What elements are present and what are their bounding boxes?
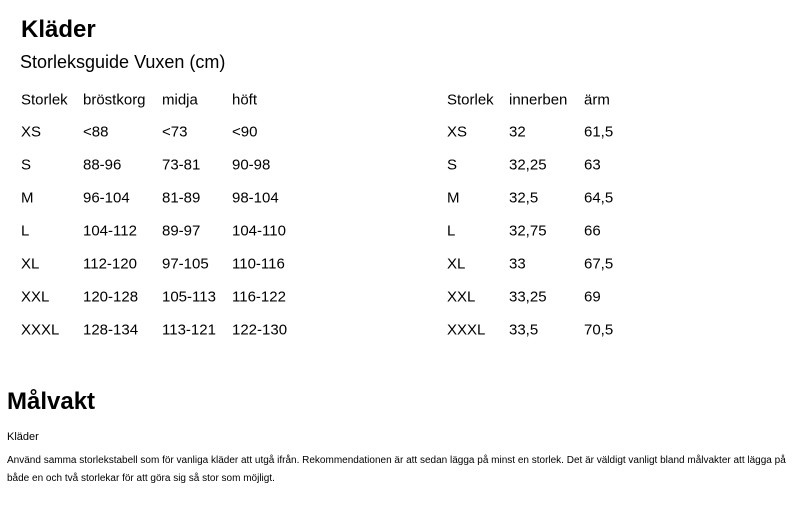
body-size-cell: L (21, 222, 30, 240)
goalie-text: Använd samma storlekstabell som för vanl… (7, 455, 786, 484)
body-size-cell: XS (21, 123, 42, 141)
length-size-cell: 66 (584, 222, 601, 240)
body-size-cell: 81-89 (162, 189, 201, 207)
length-size-cell: XXXL (447, 321, 486, 339)
body-size-header: höft (232, 91, 258, 109)
body-size-header: midja (162, 91, 198, 109)
length-size-header: innerben (509, 91, 568, 109)
length-size-header: Storlek (447, 91, 494, 109)
body-size-cell: <88 (83, 123, 109, 141)
length-size-cell: 69 (584, 288, 601, 306)
length-size-cell: 63 (584, 156, 601, 174)
body-size-cell: 73-81 (162, 156, 201, 174)
body-size-cell: M (21, 189, 34, 207)
body-size-cell: 98-104 (232, 189, 279, 207)
body-size-cell: 105-113 (162, 288, 216, 306)
length-size-cell: XXL (447, 288, 476, 306)
length-size-cell: XS (447, 123, 468, 141)
body-size-cell: 128-134 (83, 321, 139, 339)
length-size-cell: 33 (509, 255, 526, 273)
body-size-cell: 96-104 (83, 189, 130, 207)
length-size-cell: 32,5 (509, 189, 539, 207)
length-size-cell: 32,25 (509, 156, 547, 174)
length-size-cell: 67,5 (584, 255, 614, 273)
body-size-cell: 104-112 (83, 222, 137, 240)
goalie-title: Målvakt (7, 388, 96, 415)
body-size-cell: 113-121 (162, 321, 216, 339)
body-size-cell: 116-122 (232, 288, 286, 306)
body-size-cell: XXXL (21, 321, 60, 339)
length-size-cell: 64,5 (584, 189, 614, 207)
page-title: Kläder (21, 16, 96, 43)
goalie-subheading: Kläder (7, 431, 39, 443)
body-size-cell: 88-96 (83, 156, 122, 174)
length-size-cell: M (447, 189, 460, 207)
length-size-cell: 32 (509, 123, 526, 141)
body-size-cell: 122-130 (232, 321, 288, 339)
length-size-cell: 61,5 (584, 123, 614, 141)
body-size-cell: 110-116 (232, 255, 285, 273)
body-size-header: Storlek (21, 91, 68, 109)
body-size-cell: XL (21, 255, 40, 273)
length-size-cell: L (447, 222, 456, 240)
length-size-cell: 33,5 (509, 321, 539, 339)
body-size-cell: 104-110 (232, 222, 286, 240)
body-size-cell: 112-120 (83, 255, 137, 273)
body-size-cell: 97-105 (162, 255, 209, 273)
body-size-cell: 90-98 (232, 156, 271, 174)
page-subtitle: Storleksguide Vuxen (cm) (20, 52, 226, 72)
body-size-cell: XXL (21, 288, 50, 306)
length-size-cell: S (447, 156, 458, 174)
body-size-cell: <90 (232, 123, 258, 141)
length-size-cell: XL (447, 255, 466, 273)
body-size-cell: 120-128 (83, 288, 139, 306)
body-size-header: bröstkorg (83, 91, 146, 109)
body-size-cell: S (21, 156, 32, 174)
length-size-cell: 70,5 (584, 321, 614, 339)
length-size-cell: 32,75 (509, 222, 547, 240)
body-size-cell: <73 (162, 123, 188, 141)
length-size-header: ärm (584, 91, 610, 109)
body-size-cell: 89-97 (162, 222, 201, 240)
length-size-cell: 33,25 (509, 288, 547, 306)
